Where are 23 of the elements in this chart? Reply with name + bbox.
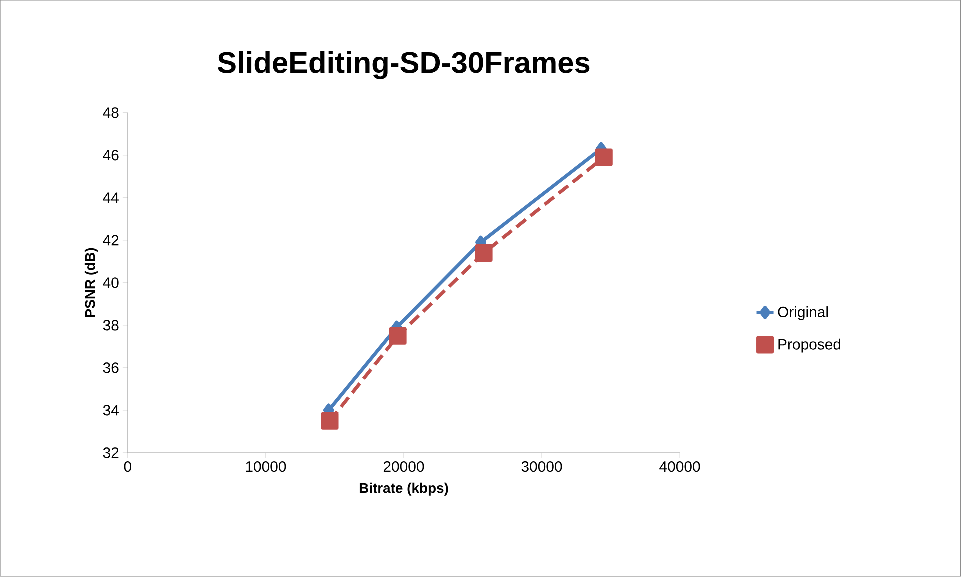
y-axis-title: PSNR (dB) xyxy=(84,248,98,318)
x-tick-label: 40000 xyxy=(660,462,700,472)
point xyxy=(389,327,407,345)
legend-label: Original xyxy=(778,306,828,321)
x-tick-label: 10000 xyxy=(246,462,286,472)
y-tick-label: 48 xyxy=(103,108,119,118)
y-tick-label: 46 xyxy=(103,150,119,161)
point xyxy=(321,412,339,430)
legend-label: Proposed xyxy=(778,338,841,353)
y-tick-label: 34 xyxy=(103,405,119,416)
point xyxy=(475,244,493,262)
x-axis-title: Bitrate (kbps) xyxy=(360,482,448,496)
point xyxy=(595,148,613,166)
y-tick-label: 40 xyxy=(103,278,119,288)
x-tick-label: 0 xyxy=(124,462,132,472)
chart-title: SlideEditing-SD-30Frames xyxy=(218,51,590,80)
y-tick-label: 42 xyxy=(103,235,119,246)
x-tick-label: 30000 xyxy=(522,462,562,472)
y-tick-label: 44 xyxy=(103,192,119,204)
x-tick-label: 20000 xyxy=(384,462,424,472)
y-tick-label: 32 xyxy=(103,448,119,458)
y-tick-label: 36 xyxy=(103,362,119,374)
y-tick-label: 38 xyxy=(103,320,119,331)
